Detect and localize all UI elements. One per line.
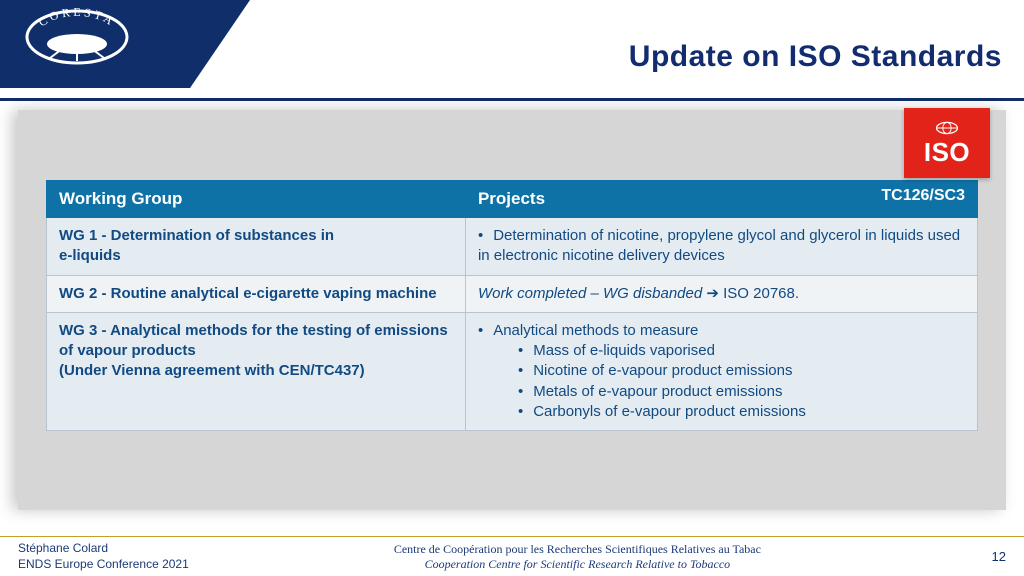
footer-author: Stéphane Colard <box>18 541 108 555</box>
footer-center-1: Centre de Coopération pour les Recherche… <box>189 542 966 557</box>
status-text: Work completed – WG disbanded <box>478 285 702 302</box>
page-title: Update on ISO Standards <box>402 40 1002 74</box>
th-projects-label: Projects <box>478 189 545 208</box>
status-tail: ➔ ISO 20768. <box>702 285 799 302</box>
page-number: 12 <box>966 549 1006 564</box>
list-item: Carbonyls of e-vapour product emissions <box>518 402 965 422</box>
footer-left: Stéphane Colard ENDS Europe Conference 2… <box>18 541 189 572</box>
content-area: Working Group Projects TC126/SC3 WG 1 - … <box>18 110 1006 510</box>
projects-cell: Work completed – WG disbanded ➔ ISO 2076… <box>465 275 977 312</box>
footer-center: Centre de Coopération pour les Recherche… <box>189 542 966 572</box>
list-item: Determination of nicotine, propylene gly… <box>478 226 965 267</box>
divider <box>0 98 1024 101</box>
footer: Stéphane Colard ENDS Europe Conference 2… <box>0 536 1024 576</box>
footer-center-2: Cooperation Centre for Scientific Resear… <box>189 557 966 572</box>
table-row: WG 2 - Routine analytical e-cigarette va… <box>47 275 978 312</box>
svg-text:CORESTA: CORESTA <box>36 6 119 29</box>
footer-event: ENDS Europe Conference 2021 <box>18 557 189 571</box>
working-group-table: Working Group Projects TC126/SC3 WG 1 - … <box>46 180 978 431</box>
th-working-group: Working Group <box>47 181 466 218</box>
wg-name-cell: WG 2 - Routine analytical e-cigarette va… <box>47 275 466 312</box>
wg-name-cell: WG 3 - Analytical methods for the testin… <box>47 312 466 430</box>
coresta-logo: CORESTA <box>22 6 132 68</box>
th-projects: Projects TC126/SC3 <box>465 181 977 218</box>
table-row: WG 3 - Analytical methods for the testin… <box>47 312 978 430</box>
projects-cell: Determination of nicotine, propylene gly… <box>465 218 977 276</box>
list-item: Nicotine of e-vapour product emissions <box>518 361 965 381</box>
list-item: Mass of e-liquids vaporised <box>518 341 965 361</box>
tc-label: TC126/SC3 <box>881 187 965 205</box>
wg-name-cell: WG 1 - Determination of substances ine-l… <box>47 218 466 276</box>
table-row: WG 1 - Determination of substances ine-l… <box>47 218 978 276</box>
globe-icon <box>933 121 961 135</box>
projects-cell: Analytical methods to measureMass of e-l… <box>465 312 977 430</box>
iso-badge: ISO <box>904 108 990 178</box>
list-item: Analytical methods to measureMass of e-l… <box>478 321 965 422</box>
list-item: Metals of e-vapour product emissions <box>518 382 965 402</box>
iso-text: ISO <box>924 137 970 168</box>
logo-text: CORESTA <box>36 6 119 29</box>
slide: CORESTA Update on ISO Standards ISO Work… <box>0 0 1024 576</box>
